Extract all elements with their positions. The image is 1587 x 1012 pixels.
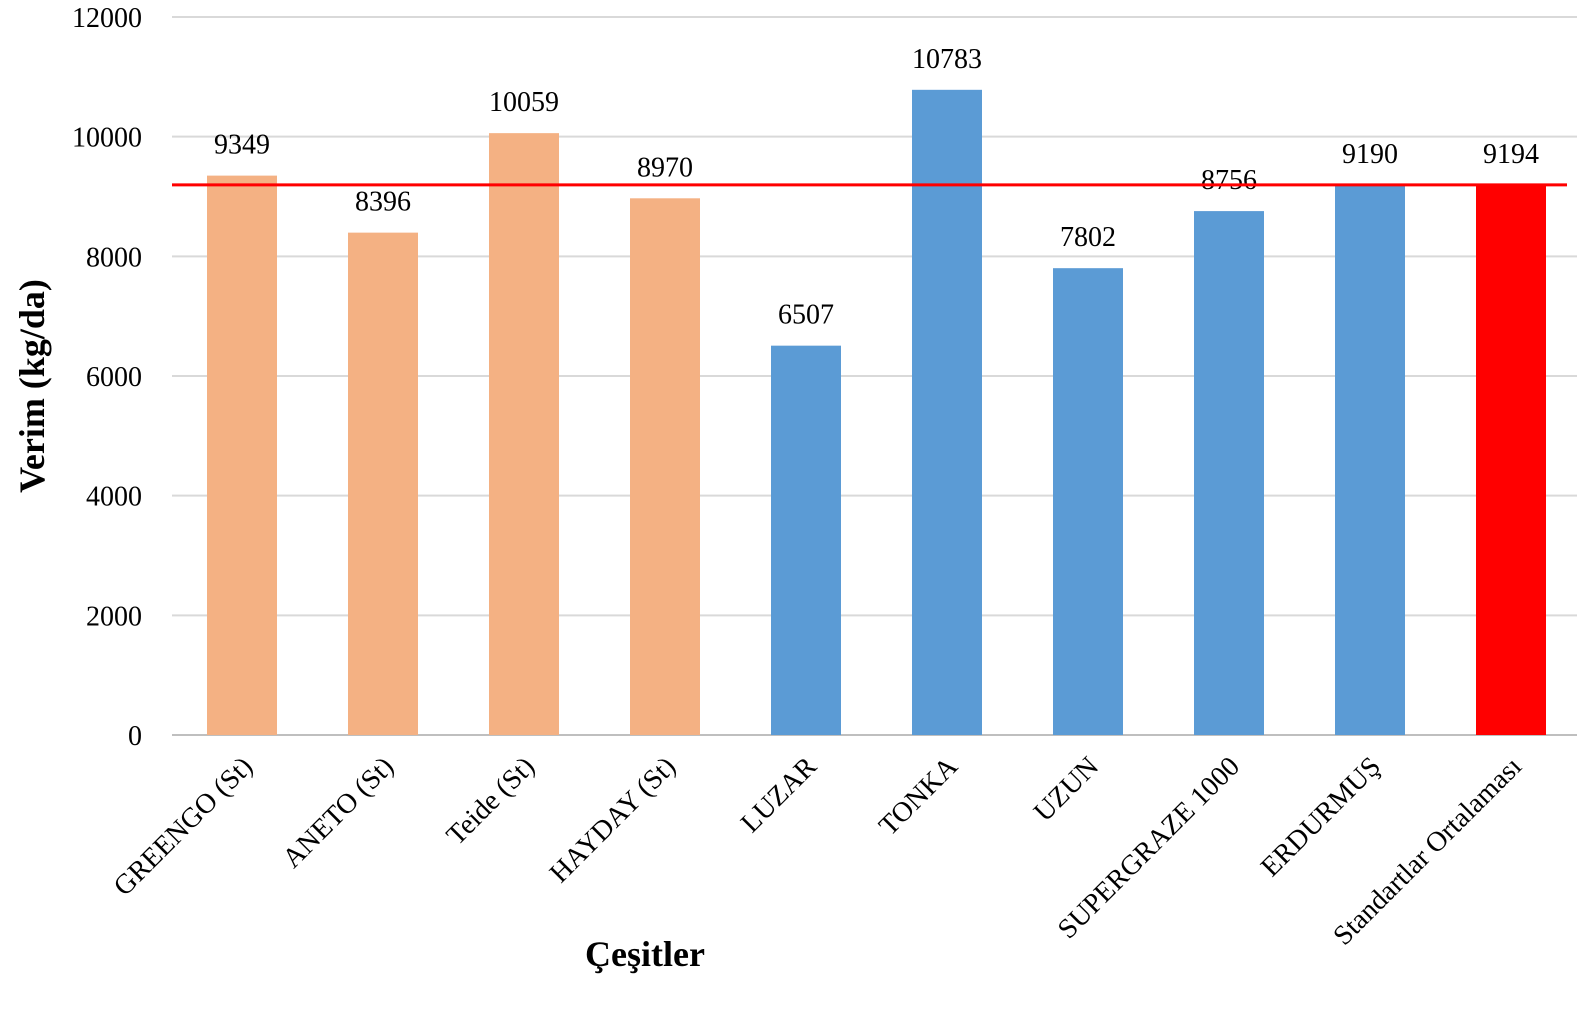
bar <box>1194 211 1264 735</box>
category-labels: GREENGO (St) ANETO (St) Teide (St) HAYDAY (… <box>108 750 1528 951</box>
y-tick-label: 8000 <box>86 242 142 273</box>
bar <box>1476 184 1546 735</box>
category-label: ERDURMUŞ <box>1255 751 1387 883</box>
data-label: 8396 <box>355 187 411 218</box>
category-label: HAYDAY (St) <box>544 751 682 889</box>
bar <box>630 198 700 736</box>
data-labels: 9349 8396 10059 8970 6507 10783 7802 8756 9190 91… <box>214 44 1539 331</box>
data-label: 8970 <box>637 152 693 183</box>
category-label: Teide (St) <box>441 751 541 851</box>
y-axis-ticks: 0 2000 4000 6000 8000 10000 12000 <box>72 3 142 752</box>
category-label: TONKA <box>873 750 964 841</box>
data-label: 10783 <box>912 44 982 75</box>
bar <box>1335 185 1405 736</box>
y-tick-label: 6000 <box>86 362 142 393</box>
data-label: 9190 <box>1342 139 1398 170</box>
data-label: 10059 <box>489 87 559 118</box>
data-label: 9349 <box>214 130 270 161</box>
category-label: GREENGO (St) <box>108 751 259 902</box>
bars <box>207 89 1546 736</box>
bar <box>489 133 559 736</box>
data-label: 9194 <box>1483 139 1539 170</box>
data-label: 8756 <box>1201 165 1257 196</box>
y-tick-label: 12000 <box>72 3 142 34</box>
bar <box>912 89 982 736</box>
bar <box>348 232 418 735</box>
y-tick-label: 0 <box>128 721 142 752</box>
data-label: 6507 <box>778 300 834 331</box>
bar <box>1053 268 1123 735</box>
x-axis-title: Çeşitler <box>585 934 705 974</box>
bar <box>207 175 277 735</box>
y-axis-title: Verim (kg/da) <box>12 279 52 493</box>
y-tick-label: 2000 <box>86 601 142 632</box>
category-label: LUZAR <box>735 751 823 839</box>
bar <box>771 345 841 735</box>
y-tick-label: 4000 <box>86 482 142 513</box>
y-tick-label: 10000 <box>72 123 142 154</box>
category-label: ANETO (St) <box>277 751 400 874</box>
data-label: 7802 <box>1060 222 1116 253</box>
category-label: UZUN <box>1028 751 1105 828</box>
